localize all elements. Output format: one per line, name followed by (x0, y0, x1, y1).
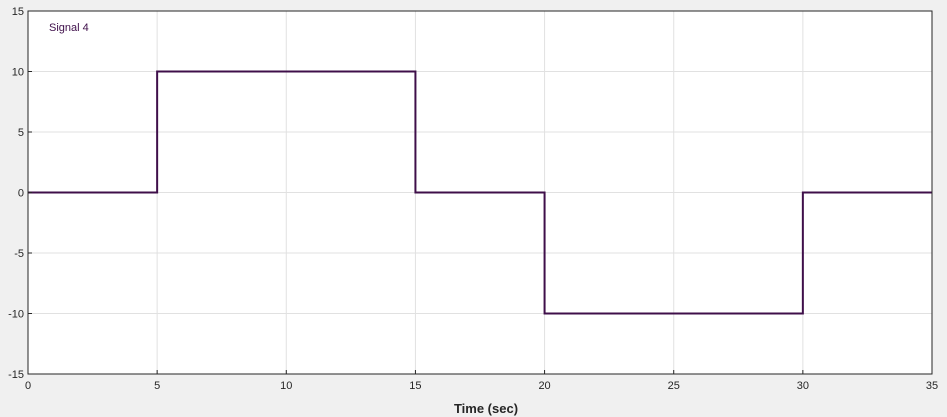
y-tick-label-1: 10 (12, 67, 24, 79)
y-tick-label-3: 0 (18, 188, 24, 200)
y-tick-label-6: -15 (8, 369, 24, 381)
legend-entry-signal-4: Signal 4 (49, 22, 89, 34)
x-axis-label: Time (sec) (454, 401, 518, 416)
y-tick-label-0: 15 (12, 6, 24, 18)
x-tick-label-2: 10 (280, 380, 292, 392)
x-tick-label-7: 35 (926, 380, 938, 392)
x-tick-label-5: 25 (668, 380, 680, 392)
y-tick-label-5: -10 (8, 309, 24, 321)
x-tick-label-1: 5 (154, 380, 160, 392)
x-tick-label-3: 15 (409, 380, 421, 392)
y-tick-label-2: 5 (18, 127, 24, 139)
x-tick-label-0: 0 (25, 380, 31, 392)
x-tick-labels: 0 5 10 15 20 25 30 35 (25, 380, 938, 392)
x-tick-label-4: 20 (538, 380, 550, 392)
series-layer (28, 70, 932, 315)
x-tick-label-6: 30 (797, 380, 809, 392)
y-tick-label-4: -5 (14, 248, 24, 260)
y-tick-labels: 15 10 5 0 -5 -10 -15 (8, 6, 24, 381)
series-line-0 (28, 70, 932, 315)
tick-marks (27, 10, 933, 375)
